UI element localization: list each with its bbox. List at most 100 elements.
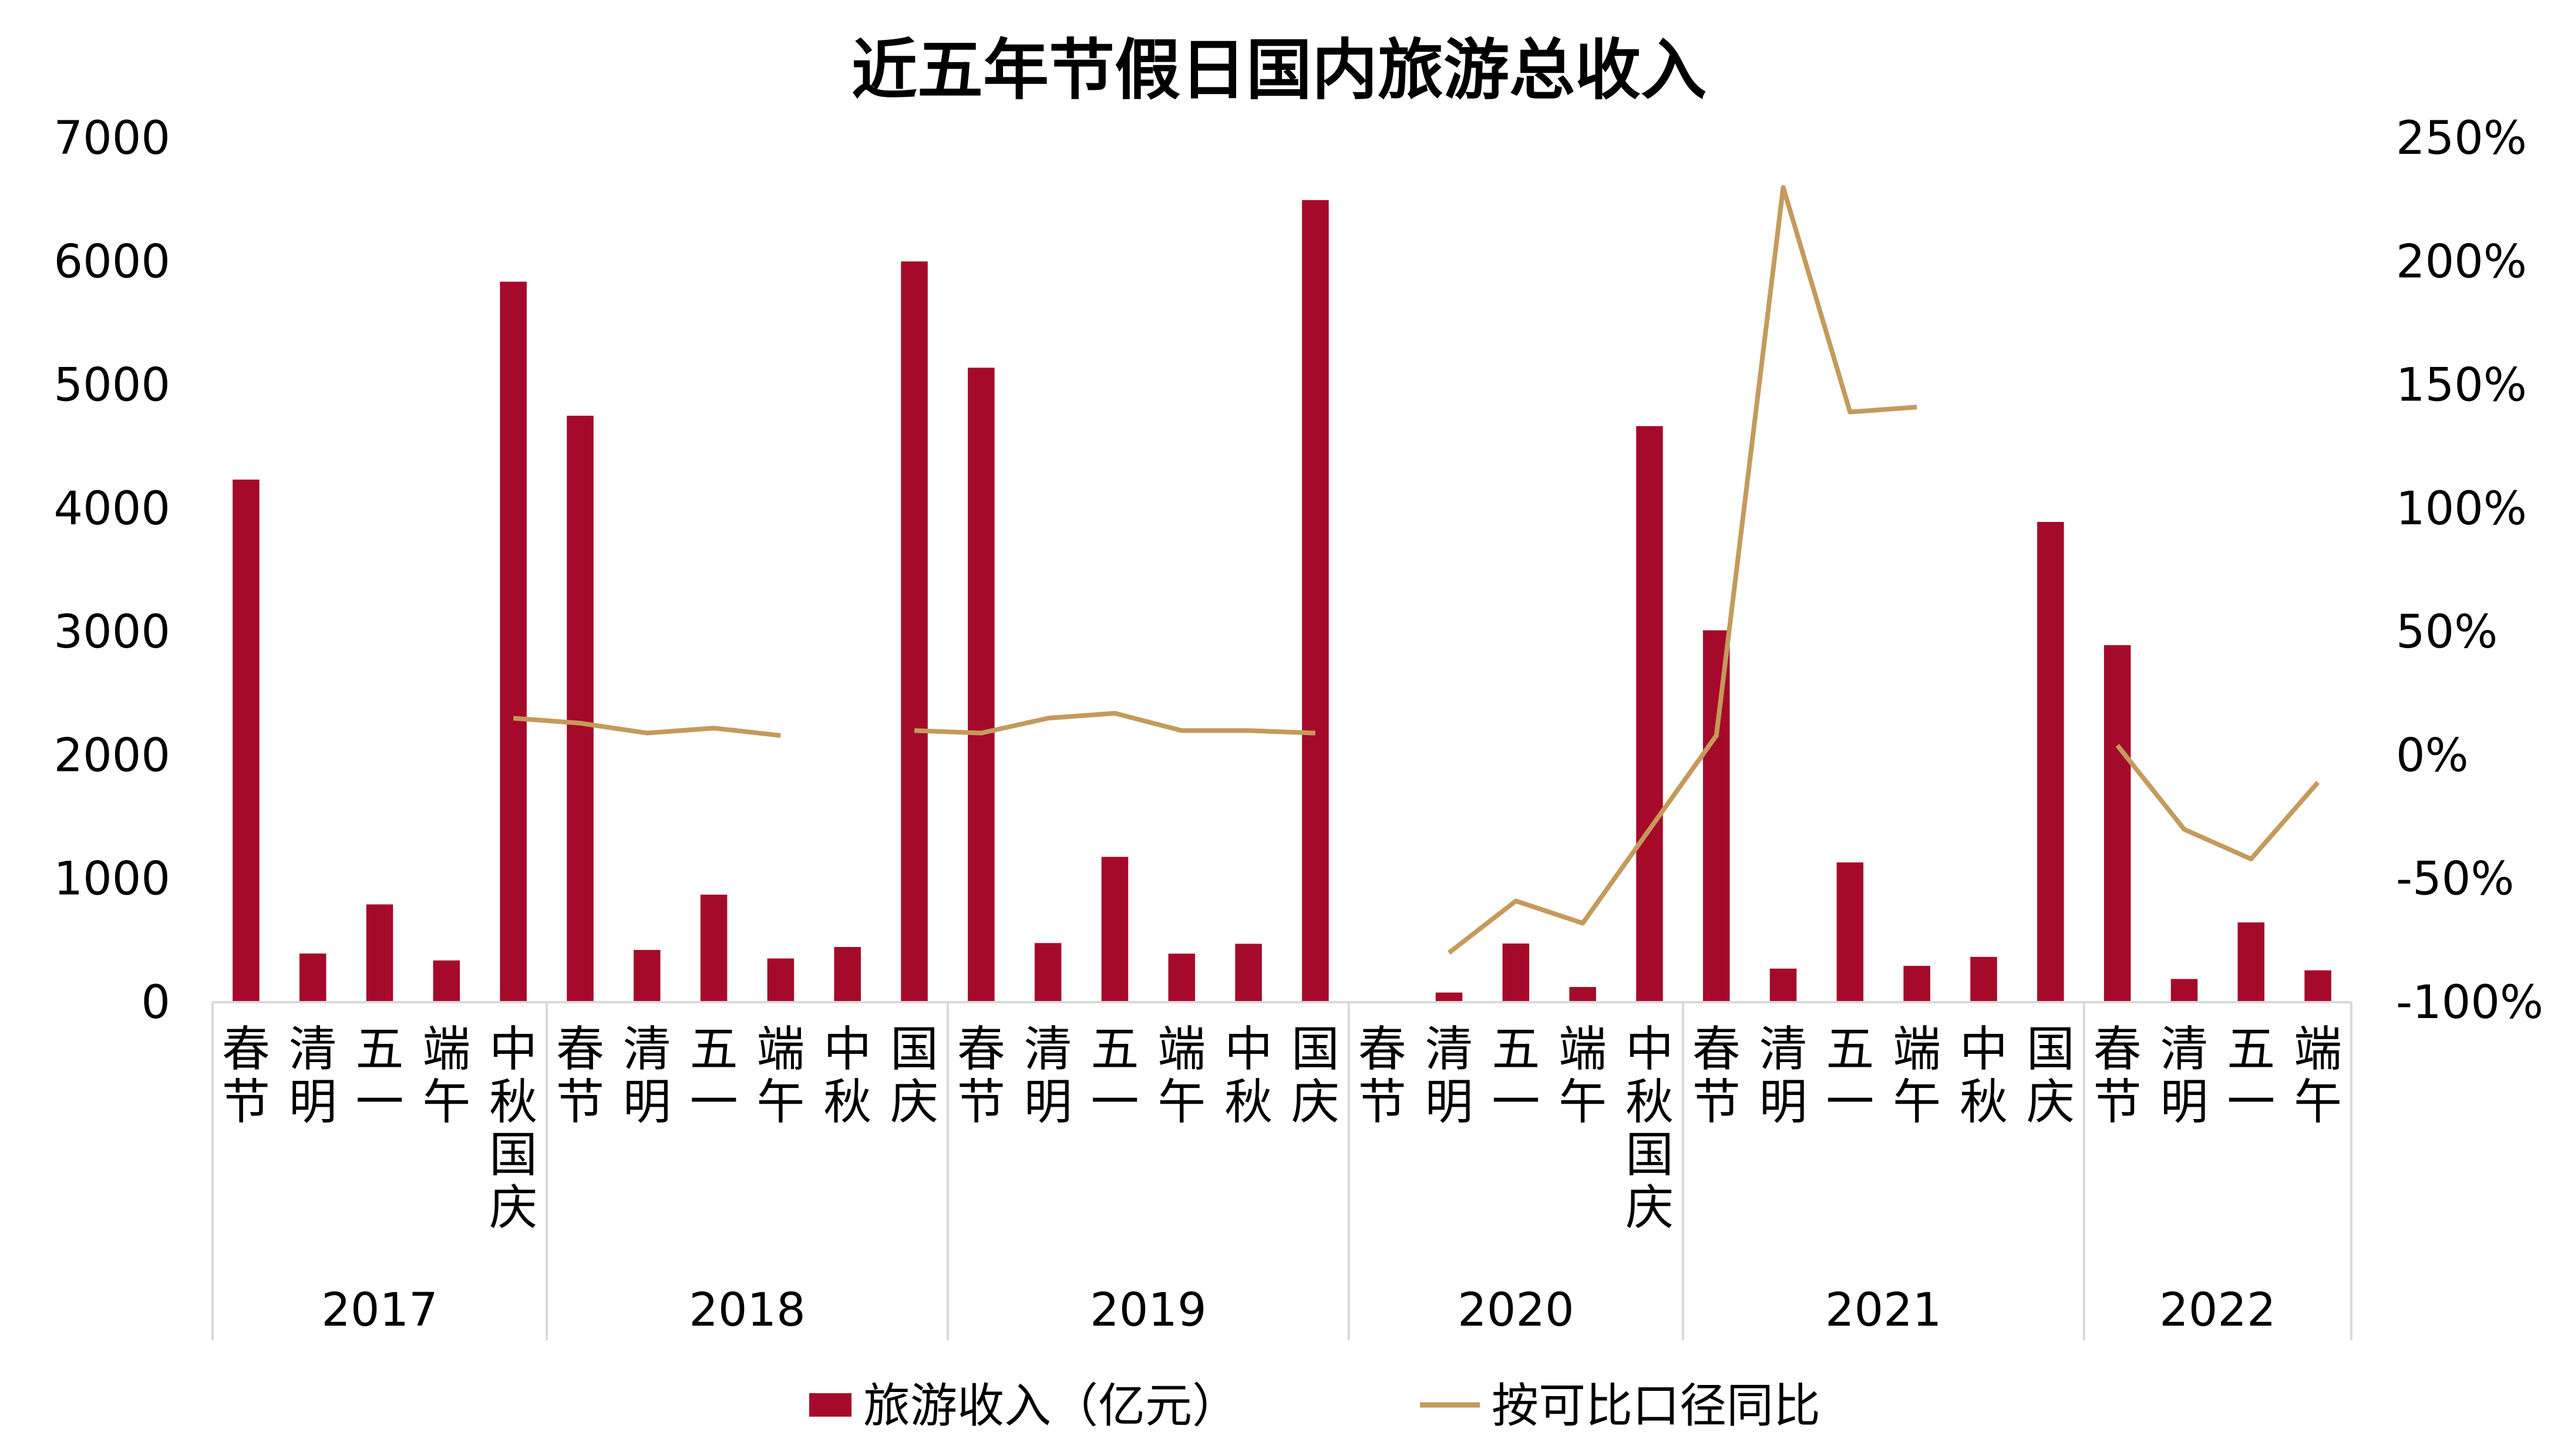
x-tick-label: 五一 — [356, 1022, 404, 1130]
x-tick-label: 中秋国庆 — [489, 1022, 537, 1236]
bar — [2237, 922, 2265, 1002]
x-tick-label: 五一 — [690, 1022, 738, 1130]
bar — [1435, 992, 1463, 1002]
x-tick-label: 五一 — [1826, 1022, 1874, 1130]
legend: 旅游收入（亿元） 按可比口径同比 — [809, 1379, 1820, 1433]
x-tick-label: 春节 — [1692, 1022, 1741, 1130]
x-tick-label: 端午 — [1157, 1022, 1206, 1130]
year-label: 2018 — [689, 1284, 806, 1337]
bar — [1636, 426, 1663, 1002]
year-label: 2017 — [321, 1284, 438, 1337]
x-tick-label: 春节 — [556, 1022, 604, 1130]
bar — [1302, 200, 1329, 1003]
x-tick-label: 端午 — [1559, 1022, 1607, 1130]
bar-series — [233, 200, 2331, 1003]
y-tick-label: 3000 — [53, 606, 170, 659]
bar — [567, 416, 594, 1002]
bar — [834, 947, 861, 1002]
y-axis-right: 250% 200% 150% 100% 50% 0% -50% -100% — [2396, 112, 2543, 1029]
bar — [1502, 943, 1530, 1002]
x-tick-label: 端午 — [2294, 1022, 2342, 1130]
x-tick-label: 春节 — [2093, 1022, 2142, 1130]
y2-tick-label: -50% — [2396, 853, 2515, 906]
x-tick-label: 国庆 — [1291, 1022, 1339, 1130]
bar — [634, 950, 661, 1002]
legend-bar-label: 旅游收入（亿元） — [863, 1379, 1239, 1433]
bar — [1034, 943, 1062, 1002]
x-tick-label: 端午 — [1893, 1022, 1941, 1130]
x-tick-label: 端午 — [422, 1022, 470, 1130]
line-segment — [1448, 185, 1917, 955]
chart-title: 近五年节假日国内旅游总收入 — [851, 32, 1707, 109]
x-tick-label: 清明 — [1759, 1022, 1808, 1130]
y2-tick-label: -100% — [2396, 976, 2543, 1029]
x-tick-label: 五一 — [2227, 1022, 2275, 1130]
line-series — [513, 185, 2320, 955]
year-label: 2021 — [1825, 1284, 1942, 1337]
y-tick-label: 4000 — [53, 483, 170, 535]
bar — [1970, 956, 1997, 1002]
x-tick-label: 清明 — [1024, 1022, 1072, 1130]
y-axis-left: 7000 6000 5000 4000 3000 2000 1000 0 — [53, 112, 170, 1029]
bar — [1168, 953, 1196, 1002]
bar — [767, 958, 795, 1002]
x-tick-label: 春节 — [1358, 1022, 1406, 1130]
bar — [2103, 645, 2131, 1002]
bar — [366, 904, 393, 1002]
bar — [433, 960, 460, 1002]
year-label: 2020 — [1458, 1284, 1574, 1337]
bar — [968, 368, 995, 1002]
line-segment — [513, 716, 781, 738]
x-tick-label: 中秋 — [823, 1022, 871, 1130]
bar — [901, 261, 928, 1003]
legend-line-label: 按可比口径同比 — [1492, 1379, 1820, 1433]
year-label: 2022 — [2159, 1284, 2276, 1337]
line-segment — [2115, 744, 2320, 862]
y2-tick-label: 100% — [2396, 483, 2527, 535]
x-tick-label: 中秋 — [1960, 1022, 2008, 1130]
bar — [700, 894, 728, 1002]
y2-tick-label: 150% — [2396, 359, 2527, 412]
bar — [1903, 966, 1930, 1002]
x-tick-label: 春节 — [222, 1022, 270, 1130]
y2-tick-label: 50% — [2396, 606, 2498, 659]
y-tick-label: 0 — [141, 976, 170, 1029]
bar — [500, 281, 527, 1002]
x-tick-label: 五一 — [1090, 1022, 1139, 1130]
bar — [2170, 979, 2198, 1002]
x-tick-label: 清明 — [289, 1022, 337, 1130]
x-tick-label: 国庆 — [890, 1022, 938, 1130]
bar — [1101, 857, 1129, 1002]
y2-tick-label: 200% — [2396, 235, 2527, 288]
x-tick-label: 端午 — [756, 1022, 805, 1130]
bar — [2304, 970, 2331, 1002]
x-tick-label: 清明 — [1425, 1022, 1473, 1130]
y2-tick-label: 250% — [2396, 112, 2527, 165]
bar — [233, 479, 260, 1002]
x-tick-label: 五一 — [1492, 1022, 1540, 1130]
y-tick-label: 7000 — [53, 112, 170, 165]
y-tick-label: 5000 — [53, 359, 170, 412]
bar — [1769, 968, 1797, 1002]
bar — [1703, 630, 1730, 1002]
x-tick-label: 清明 — [2160, 1022, 2208, 1130]
y-tick-label: 2000 — [53, 729, 170, 782]
bar — [2037, 521, 2064, 1002]
y2-tick-label: 0% — [2396, 729, 2469, 782]
year-label: 2019 — [1090, 1284, 1207, 1337]
x-tick-label: 中秋国庆 — [1625, 1022, 1674, 1236]
bar — [1235, 943, 1262, 1002]
x-tick-label: 中秋 — [1224, 1022, 1273, 1130]
bar — [299, 953, 327, 1002]
line-segment — [914, 710, 1316, 736]
x-tick-label: 清明 — [623, 1022, 671, 1130]
bar — [1836, 862, 1864, 1002]
bar — [1569, 987, 1596, 1002]
x-tick-label: 春节 — [957, 1022, 1005, 1130]
y-tick-label: 1000 — [53, 853, 170, 906]
x-tick-label: 国庆 — [2027, 1022, 2075, 1130]
y-tick-label: 6000 — [53, 235, 170, 288]
legend-bar-swatch — [809, 1393, 851, 1417]
